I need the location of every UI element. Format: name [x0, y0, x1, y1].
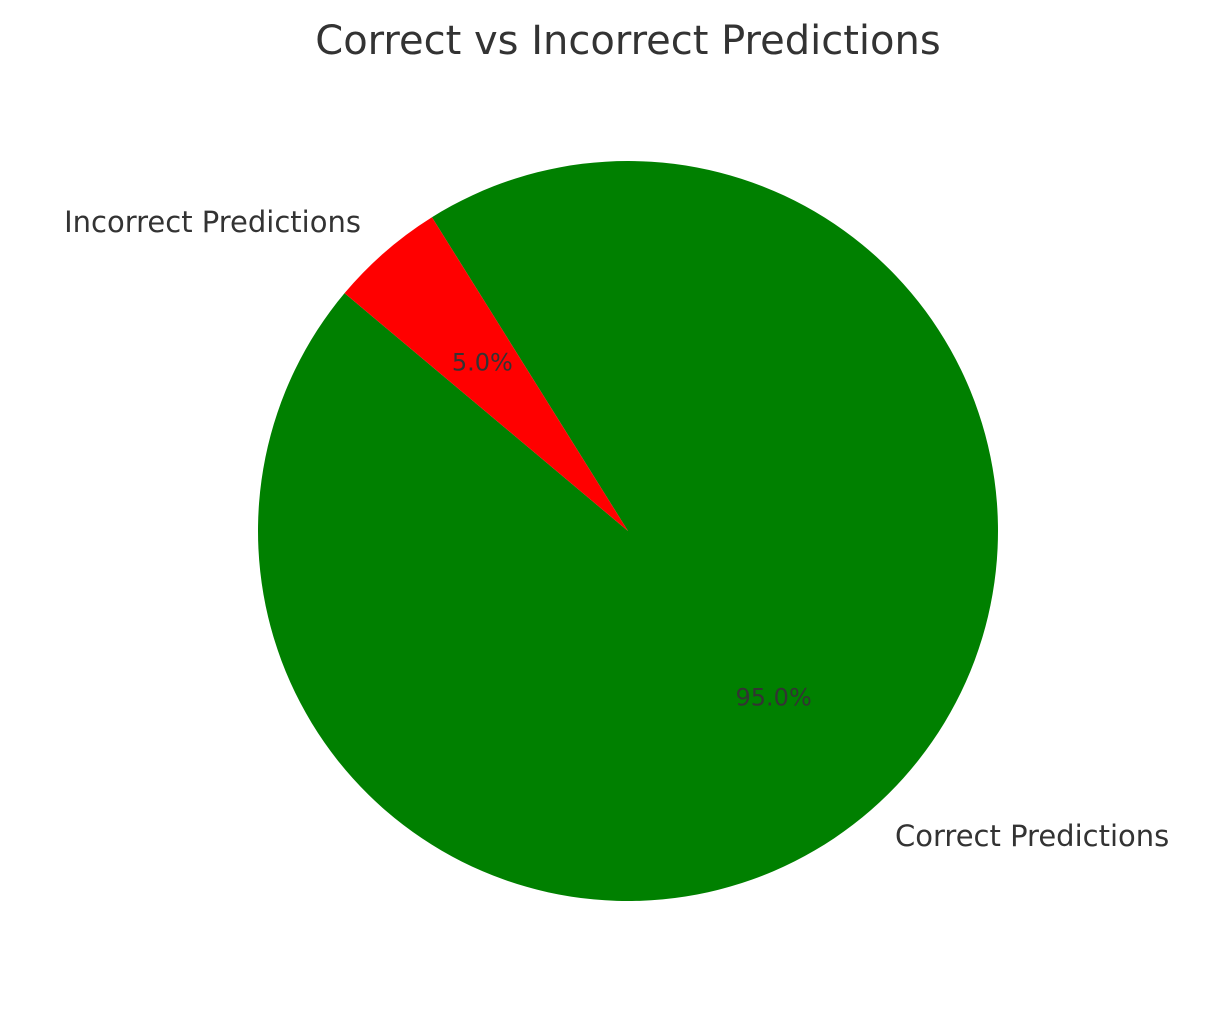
pie-labels: Correct Predictions 95.0% Incorrect Predic…: [64, 205, 1169, 853]
percent-label: 95.0%: [736, 684, 812, 712]
percent-label: 5.0%: [452, 348, 513, 376]
pie-slices: [258, 160, 998, 901]
slice-label: Correct Predictions: [895, 819, 1169, 853]
chart-title: Correct vs Incorrect Predictions: [315, 18, 940, 64]
slice-label: Incorrect Predictions: [64, 205, 361, 239]
pie-slice-incorrect-predictions: [344, 217, 628, 531]
